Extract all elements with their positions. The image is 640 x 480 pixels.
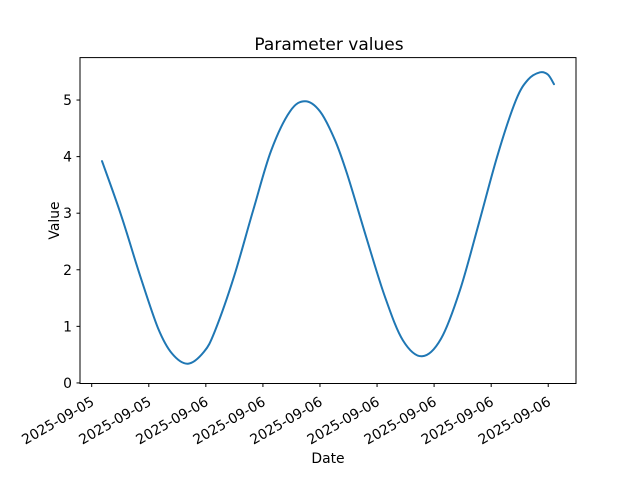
y-tick-label: 2 <box>63 263 72 279</box>
y-tick-label: 5 <box>63 93 72 109</box>
y-tick-label: 1 <box>63 319 72 335</box>
y-tick-label: 4 <box>63 150 72 166</box>
y-axis-label: Value <box>47 201 63 239</box>
data-line <box>101 71 555 365</box>
x-axis-label: Date <box>311 451 344 467</box>
chart-title: Parameter values <box>254 35 403 55</box>
y-tick-label: 0 <box>63 376 72 392</box>
y-tick-label: 3 <box>63 206 72 222</box>
plot-area: 0123452025-09-052025-09-052025-09-062025… <box>19 57 577 448</box>
axes-frame <box>79 57 577 384</box>
